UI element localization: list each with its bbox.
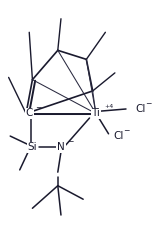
Text: Cl: Cl [113,131,124,141]
Text: +4: +4 [105,104,114,109]
Text: −: − [123,126,129,135]
Text: Cl: Cl [136,104,146,114]
Text: Si: Si [28,142,37,152]
Text: C: C [26,109,33,118]
Text: −: − [145,99,151,108]
Text: −: − [67,137,73,146]
Text: Ti: Ti [91,109,100,118]
Text: N: N [57,142,65,152]
Text: −: − [36,103,42,112]
